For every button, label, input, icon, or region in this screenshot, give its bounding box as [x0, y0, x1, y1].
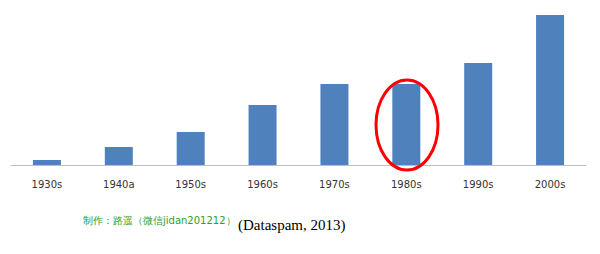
svg-text:1930s: 1930s [32, 179, 63, 190]
svg-text:1990s: 1990s [463, 179, 494, 190]
svg-text:1950s: 1950s [175, 179, 206, 190]
svg-text:1940a: 1940a [103, 179, 135, 190]
svg-text:2000s: 2000s [535, 179, 566, 190]
svg-text:(Dataspam, 2013): (Dataspam, 2013) [238, 217, 345, 234]
svg-text:制作：路遥（微信jidan201212）: 制作：路遥（微信jidan201212） [83, 215, 236, 226]
svg-text:1980s: 1980s [391, 179, 422, 190]
svg-text:1960s: 1960s [247, 179, 278, 190]
svg-text:1970s: 1970s [319, 179, 350, 190]
